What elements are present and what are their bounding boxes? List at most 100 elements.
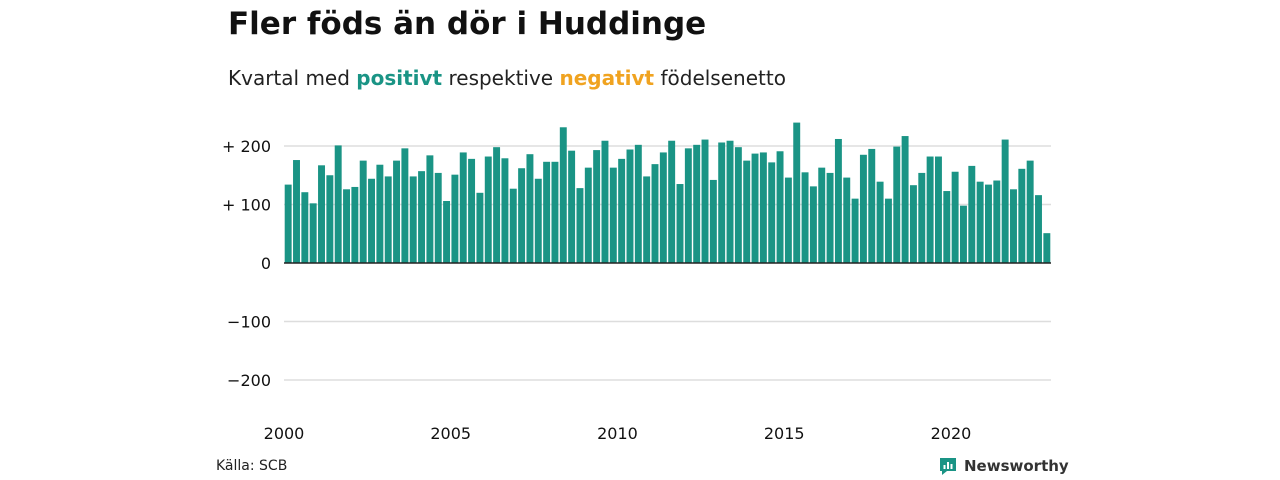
bar [534,178,542,263]
y-tick-label: −100 [227,313,271,332]
bar [376,164,384,263]
bar [368,178,376,263]
bar [918,172,926,263]
x-tick-label: 2010 [597,424,638,443]
bar [768,162,776,263]
bar [518,168,526,263]
bar [959,205,967,263]
bar [301,192,309,263]
bar [834,138,842,263]
bar [559,127,567,263]
bar [426,155,434,263]
bar [801,172,809,263]
bar [309,203,317,263]
x-tick-label: 2005 [430,424,471,443]
bar [459,152,467,263]
newsworthy-logo-icon [940,458,956,475]
bar [584,167,592,263]
bar [759,152,767,263]
bar [618,158,626,263]
bar [359,160,367,263]
bar [284,184,292,263]
bar [743,160,751,263]
bar [418,171,426,263]
y-tick-label: 0 [261,254,271,273]
subtitle-prefix: Kvartal med [228,66,357,90]
bar [551,161,559,263]
bar [326,175,334,263]
bar [334,145,342,263]
bar [751,153,759,263]
bar [859,154,867,263]
bar [626,149,634,263]
bar [993,180,1001,263]
bar [934,156,942,263]
bar [709,179,717,263]
bar [526,154,534,263]
x-tick-label: 2000 [264,424,305,443]
gridlines [284,145,1051,381]
bar [676,184,684,263]
bar [1026,160,1034,263]
bar [343,189,350,263]
bar [909,185,917,263]
brand-logo[interactable]: Newsworthy [938,456,1069,476]
bar [976,181,984,263]
bar [501,158,509,263]
brand-name: Newsworthy [964,457,1069,475]
bar [843,177,851,263]
bar [809,186,817,263]
y-tick-label: −200 [227,371,271,390]
bar [893,146,901,263]
bar [609,167,617,263]
chart-title: Fler föds än dör i Huddinge [228,6,707,42]
bar [734,147,742,263]
subtitle-positive-word: positivt [356,66,443,90]
bar [985,184,992,263]
subtitle-negative-word: negativt [559,66,655,90]
source-label: Källa: SCB [216,458,288,474]
bar [684,148,692,263]
bar [943,191,951,263]
bar [1035,195,1042,263]
x-axis: 2000 2005 2010 2015 2020 [264,424,972,443]
subtitle-middle: respektive [442,66,560,90]
bar [818,167,826,263]
bar [476,192,484,263]
bar [451,174,459,263]
bar [643,176,651,263]
bar [1018,168,1026,263]
bar [901,136,909,263]
bar [393,160,401,263]
bar [509,188,517,263]
y-tick-label: + 100 [222,196,271,215]
bar [593,150,601,263]
y-axis: + 200 + 100 0 −100 −200 [222,137,271,390]
y-tick-label: + 200 [222,137,271,156]
bar [784,177,792,263]
subtitle-suffix: födelsenetto [654,66,786,90]
bar [484,156,492,263]
bar [293,160,300,263]
bar [776,151,784,263]
bar [693,144,701,263]
bar [318,165,325,263]
bar [793,122,801,263]
bar [493,147,501,263]
bar [926,156,934,263]
bar [884,198,892,263]
bar [718,142,726,263]
x-tick-label: 2015 [764,424,805,443]
bar [668,140,676,263]
bar [968,165,976,263]
bar [868,148,876,263]
bar [1010,189,1017,263]
bar [659,152,667,263]
bar [634,144,642,263]
bar [651,164,659,263]
bar [851,198,859,263]
bars [284,122,1051,263]
bar [1001,139,1009,263]
chart-subtitle: Kvartal med positivt respektive negativt… [228,66,786,90]
